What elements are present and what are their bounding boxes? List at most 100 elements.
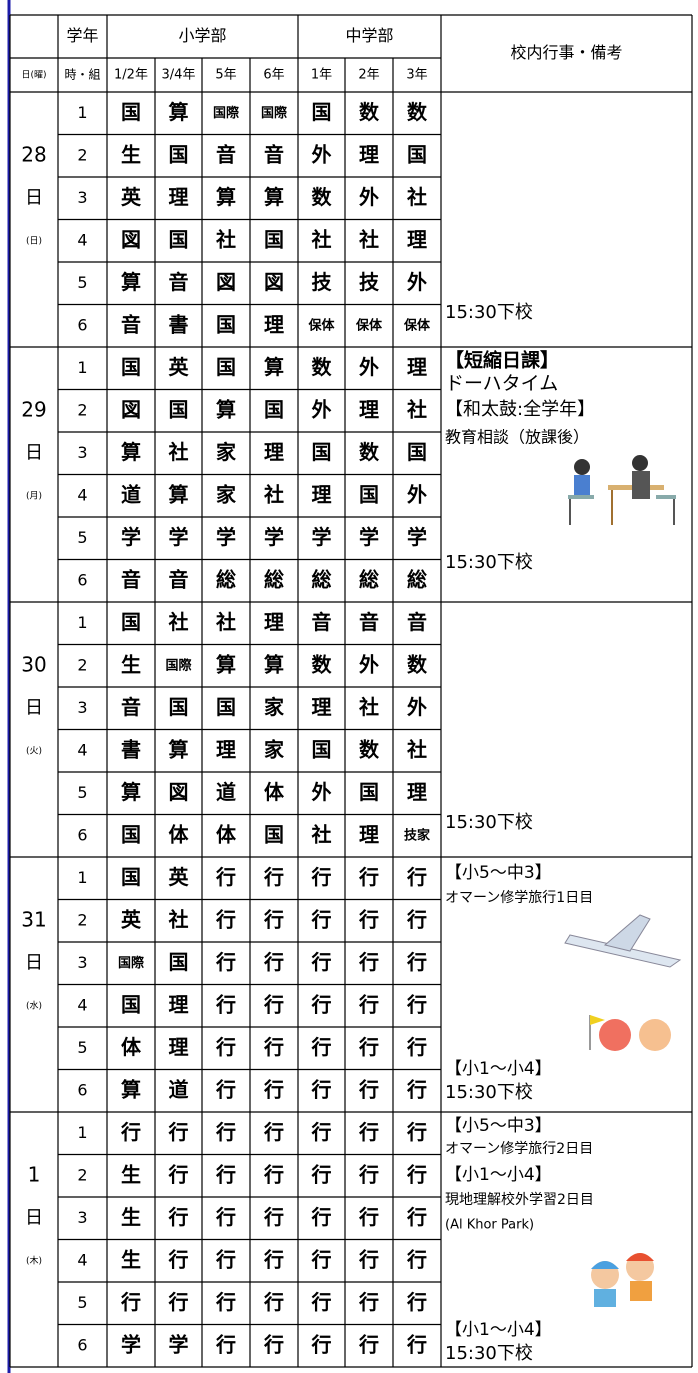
subject: 行 xyxy=(406,992,427,1016)
subject: 行 xyxy=(358,1120,379,1144)
day-date: 29 xyxy=(21,397,46,421)
subject: 数 xyxy=(312,355,333,379)
subject: 国 xyxy=(216,695,236,719)
header-junior: 中学部 xyxy=(345,26,393,45)
subject: 学 xyxy=(121,525,141,549)
subject: 行 xyxy=(358,1205,379,1229)
period-number: 1 xyxy=(77,868,87,887)
subject: 行 xyxy=(311,950,332,974)
subject: 算 xyxy=(169,737,189,761)
subject: 外 xyxy=(312,142,332,166)
note: 【短縮日課】 xyxy=(445,349,559,372)
subject: 算 xyxy=(121,780,141,804)
subject: 英 xyxy=(121,907,142,931)
subject: 音 xyxy=(169,270,189,294)
subject: 行 xyxy=(263,1120,284,1144)
subject: 行 xyxy=(358,1332,379,1356)
subject: 英 xyxy=(121,185,142,209)
subject: 行 xyxy=(406,865,427,889)
day-date: 30 xyxy=(21,652,46,676)
subject: 音 xyxy=(407,610,427,634)
period-number: 1 xyxy=(77,358,87,377)
subject: 国際 xyxy=(261,105,288,121)
subject: 社 xyxy=(168,907,189,931)
subject: 数 xyxy=(312,652,333,676)
subject: 行 xyxy=(358,1162,379,1186)
subject: 学 xyxy=(216,525,236,549)
subject: 行 xyxy=(311,1162,332,1186)
subject: 技 xyxy=(359,270,380,294)
subject: 行 xyxy=(311,1247,332,1271)
subject: 社 xyxy=(406,397,427,421)
subject: 行 xyxy=(358,992,379,1016)
subject: 国 xyxy=(169,142,189,166)
subject: 学 xyxy=(312,525,332,549)
subject: 行 xyxy=(358,907,379,931)
subject: 数 xyxy=(359,440,380,464)
subject: 道 xyxy=(121,482,141,506)
subject: 道 xyxy=(216,780,236,804)
subject: 生 xyxy=(121,1162,141,1186)
period-number: 5 xyxy=(77,1293,87,1312)
subject: 理 xyxy=(216,737,236,761)
subject: 行 xyxy=(168,1247,189,1271)
subject: 家 xyxy=(216,482,237,506)
subject: 社 xyxy=(168,610,189,634)
subject: 国 xyxy=(169,950,189,974)
subject: 国 xyxy=(121,992,141,1016)
grade-label: 1年 xyxy=(311,68,332,83)
subject: 社 xyxy=(406,185,427,209)
period-number: 3 xyxy=(77,443,87,462)
subject: 行 xyxy=(263,1077,284,1101)
grade-label: 3/4年 xyxy=(162,68,196,83)
subject: 学 xyxy=(169,1332,189,1356)
subject: 行 xyxy=(168,1290,189,1314)
note: 【和太鼓:全学年】 xyxy=(445,399,595,420)
field-trip-illustration xyxy=(591,1253,654,1307)
subject: 保体 xyxy=(307,317,335,333)
period-number: 2 xyxy=(77,1165,87,1184)
note: オマーン修学旅行2日目 xyxy=(445,1141,593,1157)
subject: 国 xyxy=(312,100,332,124)
period-number: 4 xyxy=(77,995,87,1014)
subject: 行 xyxy=(311,907,332,931)
subject: 理 xyxy=(359,142,379,166)
grade-label: 5年 xyxy=(215,68,236,83)
subject: 理 xyxy=(264,312,284,336)
subject: 理 xyxy=(312,482,332,506)
subject: 音 xyxy=(264,142,284,166)
subject: 外 xyxy=(359,652,379,676)
subject: 数 xyxy=(359,737,380,761)
subject: 音 xyxy=(121,312,141,336)
subject: 国 xyxy=(169,397,189,421)
header-day-col: 日(曜) xyxy=(21,70,46,81)
subject: 体 xyxy=(264,780,285,804)
subject: 算 xyxy=(264,185,284,209)
subject: 行 xyxy=(168,1205,189,1229)
note: 教育相談（放課後） xyxy=(445,428,589,447)
subject: 算 xyxy=(264,652,284,676)
subject: 行 xyxy=(263,907,284,931)
subject: 理 xyxy=(169,992,189,1016)
subject: 音 xyxy=(359,610,379,634)
subject: 行 xyxy=(406,1332,427,1356)
subject: 社 xyxy=(358,227,379,251)
subject: 社 xyxy=(168,440,189,464)
subject: 理 xyxy=(169,185,189,209)
subject: 行 xyxy=(406,1247,427,1271)
subject: 行 xyxy=(311,1077,332,1101)
subject: 行 xyxy=(358,865,379,889)
subject: 家 xyxy=(264,695,285,719)
period-number: 4 xyxy=(77,1250,87,1269)
subject: 行 xyxy=(311,1035,332,1059)
subject: 国 xyxy=(121,100,141,124)
subject: 算 xyxy=(169,482,189,506)
subject: 外 xyxy=(312,780,332,804)
day-date: 28 xyxy=(21,142,46,166)
period-number: 4 xyxy=(77,740,87,759)
period-number: 6 xyxy=(77,1080,87,1099)
subject: 行 xyxy=(263,1247,284,1271)
note: 【小1～小4】 xyxy=(445,1320,552,1340)
period-number: 6 xyxy=(77,825,87,844)
header-elementary: 小学部 xyxy=(178,26,226,45)
